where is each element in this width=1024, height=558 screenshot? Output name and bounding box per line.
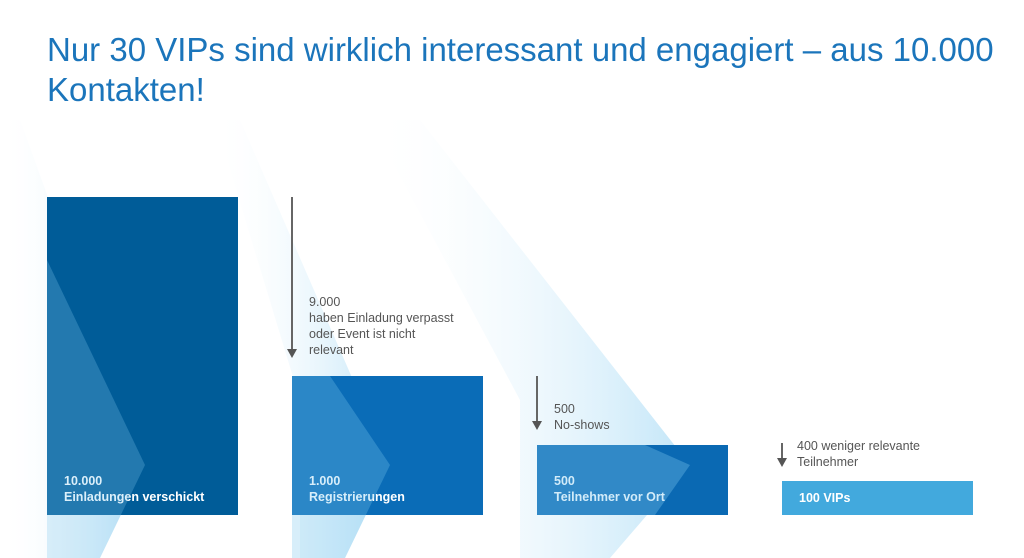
- annotation-text: oder Event ist nicht: [309, 327, 416, 341]
- bar-label: 100 VIPs: [799, 491, 851, 505]
- bar-label: Registrierungen: [309, 490, 405, 504]
- bar-einladungen: 10.000 Einladungen verschickt: [47, 197, 238, 515]
- annotation-text: Teilnehmer: [797, 455, 859, 469]
- bar-value: 10.000: [64, 474, 103, 488]
- annotation-text: No-shows: [554, 418, 610, 432]
- bar-registrierungen: 1.000 Registrierungen: [292, 376, 483, 515]
- down-arrow-icon: [532, 376, 542, 430]
- bar-label: Teilnehmer vor Ort: [554, 490, 665, 504]
- bar-value: 500: [554, 474, 575, 488]
- bar-label: Einladungen verschickt: [64, 490, 205, 504]
- annotation-value: 500: [554, 402, 575, 416]
- down-arrow-icon: [777, 443, 787, 467]
- annotation-text: haben Einladung verpasst: [309, 311, 454, 325]
- bar-teilnehmer: 500 Teilnehmer vor Ort: [537, 445, 728, 515]
- down-arrow-icon: [287, 197, 297, 358]
- page-title: Nur 30 VIPs sind wirklich interessant un…: [47, 31, 994, 108]
- annotation-dropoff-1: 9.000 haben Einladung verpasst oder Even…: [309, 294, 454, 358]
- annotation-text: 400 weniger relevante: [797, 439, 920, 453]
- annotation-dropoff-2: 500 No-shows: [554, 401, 610, 433]
- annotation-dropoff-3: 400 weniger relevante Teilnehmer: [797, 438, 920, 470]
- bar-vips: 100 VIPs: [782, 481, 973, 515]
- bar-value: 1.000: [309, 474, 341, 488]
- annotation-text: relevant: [309, 343, 354, 357]
- annotation-value: 9.000: [309, 295, 341, 309]
